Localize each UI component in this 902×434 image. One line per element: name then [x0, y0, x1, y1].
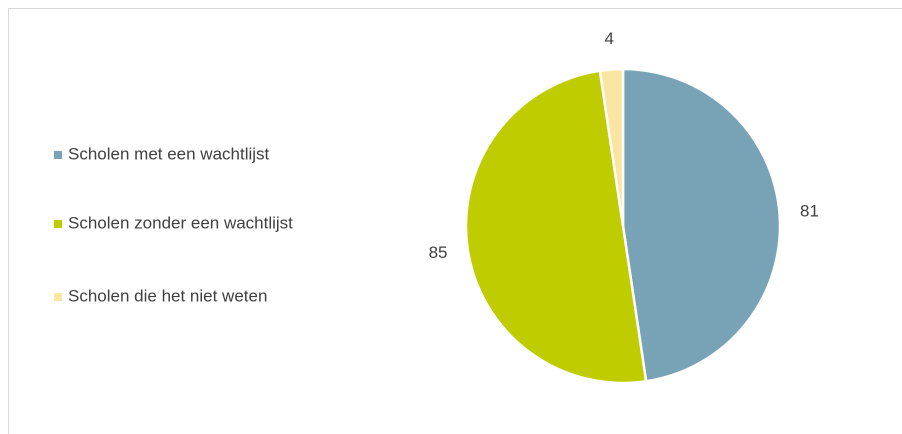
legend-swatch	[54, 293, 62, 301]
pie-slice	[621, 67, 782, 383]
legend-label: Scholen zonder een wachtlijst	[68, 213, 293, 232]
legend-label: Scholen die het niet weten	[68, 286, 267, 305]
pie-slice	[598, 67, 625, 227]
legend-swatch	[54, 220, 62, 228]
data-label: 4	[604, 29, 613, 48]
data-label: 85	[429, 243, 448, 262]
data-label: 81	[800, 202, 819, 221]
pie-slice	[464, 69, 648, 385]
legend-label: Scholen met een wachtlijst	[68, 144, 270, 163]
legend-swatch	[54, 151, 62, 159]
